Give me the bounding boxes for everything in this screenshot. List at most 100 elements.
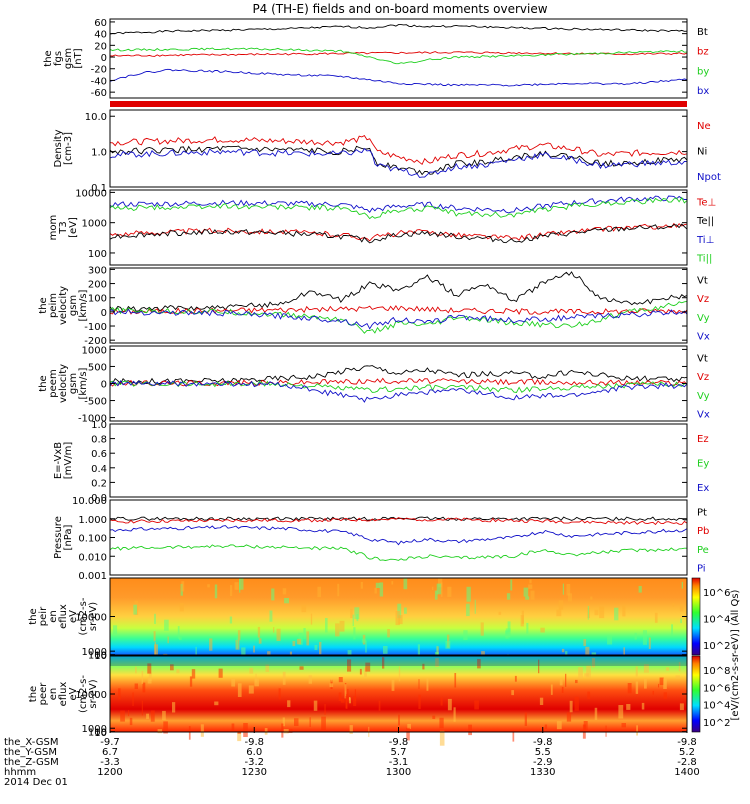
spectrogram-texture — [574, 696, 579, 711]
y-axis-label: Density — [53, 129, 64, 167]
spectrogram-texture — [587, 691, 591, 700]
spectrogram-texture — [575, 679, 578, 684]
spectrogram-texture — [627, 683, 632, 694]
spectrogram-texture — [229, 616, 233, 624]
spectrogram-texture — [558, 600, 564, 610]
spectrogram-texture — [391, 581, 394, 585]
spectrogram-texture — [191, 669, 196, 679]
spectrogram-texture — [387, 629, 390, 638]
x-axis-row-label: the_Z-GSM — [4, 757, 59, 768]
spectrogram-texture — [314, 645, 318, 650]
spectrogram-texture — [591, 658, 596, 668]
spectrogram-texture — [658, 683, 660, 688]
spectrogram-texture — [671, 624, 673, 636]
spectrogram-texture — [583, 639, 587, 646]
spectrogram-texture — [626, 704, 631, 710]
y-tick-label: 500 — [88, 363, 107, 374]
panel-peim-velocity: Vt Vz Vy Vx 300 200 100 0 -100 -200 the peim velocit… — [38, 265, 710, 347]
legend-Pb: Pb — [697, 526, 709, 537]
spectrogram-texture — [510, 579, 513, 591]
spectrogram-texture — [556, 609, 562, 617]
spectrogram-texture — [249, 667, 254, 674]
spectrogram-texture — [321, 716, 326, 730]
spectrogram-texture — [566, 584, 571, 596]
spectrogram-texture — [148, 672, 152, 681]
spectrogram-texture — [422, 663, 425, 670]
spectrogram-texture — [309, 717, 311, 727]
spectrogram-texture — [243, 723, 248, 737]
spectrogram-texture — [407, 723, 411, 729]
spectrogram-texture — [659, 677, 664, 686]
y-tick-label: 10000 — [75, 613, 107, 624]
spectrogram-texture — [359, 668, 362, 675]
x-tick-label: -9.8 — [533, 737, 553, 748]
x-tick-label: -2.8 — [677, 757, 697, 768]
x-tick-label: 5.7 — [391, 747, 407, 758]
spectrogram-texture — [641, 702, 645, 710]
legend-Vz: Vz — [697, 294, 709, 305]
spectrogram-texture — [426, 677, 429, 691]
spectrogram-texture — [287, 700, 291, 708]
spectrogram-texture — [282, 717, 285, 727]
spectrogram-texture — [474, 599, 476, 614]
spectrogram-texture — [348, 697, 351, 704]
series-Bt — [109, 24, 688, 35]
panel-frame — [109, 18, 688, 99]
panel-peem-velocity: Vt Vz Vy Vx 1000 500 0 -500 -1000 the peem velocity… — [38, 345, 710, 424]
y-axis-label: gsm — [63, 48, 74, 69]
y-tick-label: 10 — [94, 651, 107, 662]
legend-Ez: Ez — [697, 434, 709, 445]
spectrogram-texture — [538, 659, 540, 674]
x-tick-label: 1400 — [674, 767, 699, 778]
colorbar-tick: 10^4 — [703, 701, 730, 712]
panel-e-field: Ez Ey Ex 1.0 0.8 0.6 0.4 0.2 0.0 E=-VxB [mV/m] — [53, 420, 709, 504]
spectrogram-texture — [635, 681, 639, 694]
spectrogram-texture — [526, 622, 529, 634]
y-axis-label: mom — [48, 215, 59, 241]
spectrogram-texture — [265, 664, 270, 672]
y-tick-label: 40 — [94, 30, 107, 41]
spectrogram-texture — [347, 659, 352, 672]
panel-bg — [110, 19, 687, 98]
spectrogram-texture — [453, 707, 456, 722]
spectrogram-texture — [354, 607, 360, 620]
y-tick-label: 200 — [88, 280, 107, 291]
spectrogram-texture — [207, 584, 210, 588]
spectrogram-texture — [440, 582, 443, 597]
spectrogram-texture — [375, 582, 381, 588]
colorbar-peir-en-eflux — [691, 577, 701, 656]
y-axis-label: eflux — [58, 604, 69, 629]
series-Vy — [109, 380, 688, 393]
y-tick-label: -60 — [91, 88, 107, 99]
spectrogram-texture — [480, 622, 484, 636]
spectrogram-texture — [403, 578, 408, 590]
spectrogram-texture — [644, 679, 647, 689]
spectrogram-texture — [167, 636, 169, 644]
y-tick-label: 300 — [88, 265, 107, 276]
spectrogram-texture — [447, 698, 452, 711]
spectrogram-texture — [340, 698, 345, 703]
spectrogram-texture — [253, 645, 255, 653]
spectrogram-texture — [278, 688, 281, 700]
spectrogram-texture — [254, 678, 259, 687]
colorbar-tick: 10^6 — [703, 588, 730, 599]
series-Ti⊥ — [109, 195, 687, 214]
spectrogram-texture — [506, 593, 511, 600]
series-Vx — [109, 380, 688, 403]
panel-bg — [110, 110, 687, 187]
spectrogram-texture — [330, 678, 333, 682]
spectrogram-texture — [214, 584, 218, 599]
series-Vx — [109, 308, 688, 330]
y-tick-label: 10.000 — [72, 496, 107, 507]
x-tick-label: -9.7 — [100, 737, 120, 748]
spectrogram-texture — [231, 723, 235, 733]
spectrogram-texture — [507, 621, 511, 632]
spectrogram-texture — [382, 657, 385, 669]
y-axis-label: Pressure — [53, 516, 64, 559]
legend-Pt: Pt — [697, 507, 707, 518]
spectrogram-texture — [264, 728, 268, 735]
spectrogram-texture — [335, 623, 340, 637]
spectrogram-texture — [584, 673, 589, 677]
y-axis-label: en — [48, 610, 59, 623]
